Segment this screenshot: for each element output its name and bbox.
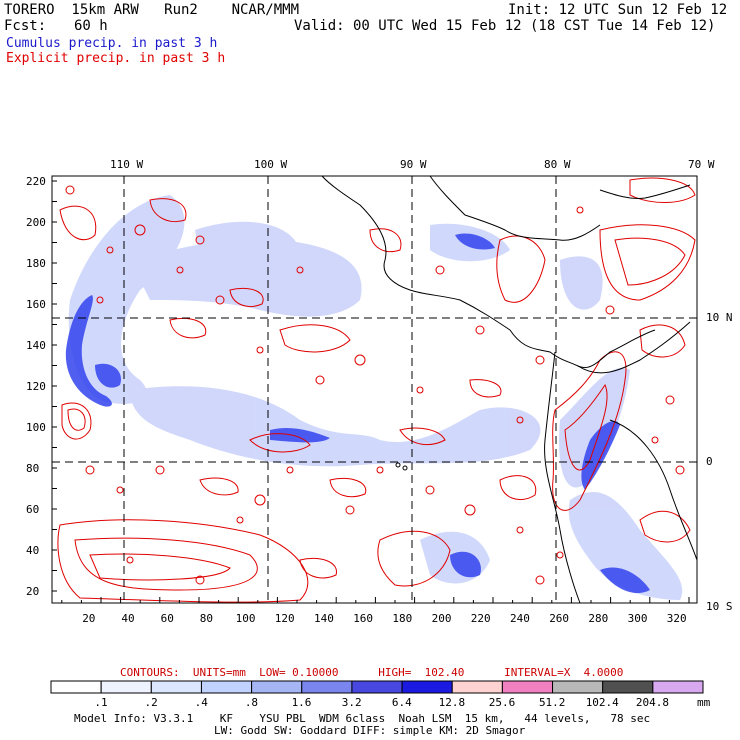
tick-marks: [52, 180, 690, 603]
graticule: [52, 176, 697, 603]
explicit-contours: [57, 177, 696, 603]
colorbar-label: 204.8: [635, 696, 669, 709]
colorbar-label: .2: [144, 696, 158, 709]
colorbar-label: .4: [194, 696, 208, 709]
colorbar-cell: [50, 680, 102, 694]
colorbar-cell: [652, 680, 704, 694]
x-index-label: 260: [549, 612, 570, 625]
colorbar-cell: [150, 680, 202, 694]
colorbar-cell: [401, 680, 453, 694]
colorbar-cell: [200, 680, 253, 694]
init-time: Init: 12 UTC Sun 12 Feb 12: [508, 2, 728, 18]
explicit-field-label: Explicit precip. in past 3 h: [6, 51, 226, 66]
colorbar-cell: [251, 680, 303, 694]
y-index-label: 80: [26, 462, 40, 475]
colorbar: [50, 680, 704, 694]
cumulus-shading: [68, 195, 683, 600]
colorbar-cell: [301, 680, 353, 694]
x-index-label: 320: [666, 612, 687, 625]
x-index-label: 140: [314, 612, 334, 625]
colorbar-label: .1: [94, 696, 108, 709]
y-index-label: 220: [26, 175, 46, 188]
x-index-label: 200: [431, 612, 452, 625]
cumulus-field-label: Cumulus precip. in past 3 h: [6, 36, 218, 51]
colorbar-cell: [351, 680, 403, 694]
x-index-label: 160: [353, 612, 374, 625]
forecast-hour: 60 h: [74, 18, 108, 34]
lat-label-10n: 10 N: [706, 311, 733, 324]
x-index-label: 240: [510, 612, 530, 625]
coastlines: [321, 175, 698, 604]
colorbar-label: 6.4: [391, 696, 412, 709]
colorbar-label: .8: [244, 696, 259, 709]
x-index-label: 180: [392, 612, 413, 625]
x-index-label: 300: [627, 612, 648, 625]
model-info-line2: LW: Godd SW: Goddard DIFF: simple KM: 2D…: [214, 724, 526, 737]
forecast-label: Fcst:: [4, 18, 47, 34]
colorbar-label: 3.2: [341, 696, 362, 709]
y-index-label: 20: [26, 585, 40, 598]
colorbar-label: 102.4: [585, 696, 619, 709]
x-index-label: 40: [121, 612, 135, 625]
colorbar-cell: [602, 680, 654, 694]
y-index-label: 40: [26, 544, 40, 557]
colorbar-label: 25.6: [488, 696, 516, 709]
y-index-label: 160: [26, 298, 46, 311]
colorbar-label: 51.2: [538, 696, 566, 709]
header-title: TORERO 15km ARW Run2 NCAR/MMM: [4, 2, 300, 18]
colorbar-cell: [451, 680, 503, 694]
x-index-label: 280: [588, 612, 609, 625]
x-index-label: 80: [199, 612, 214, 625]
colorbar-label: 1.6: [291, 696, 312, 709]
explicit-speckle: [65, 185, 685, 585]
lon-label-90w: 90 W: [400, 158, 427, 171]
lon-label-110w: 110 W: [110, 158, 144, 171]
y-index-label: 180: [26, 257, 46, 270]
lat-label-10s: 10 S: [706, 600, 733, 613]
lon-label-100w: 100 W: [254, 158, 288, 171]
x-index-label: 100: [235, 612, 256, 625]
y-index-label: 140: [26, 339, 46, 352]
valid-time: Valid: 00 UTC Wed 15 Feb 12 (18 CST Tue …: [294, 18, 716, 34]
y-index-label: 200: [26, 216, 46, 229]
x-index-label: 120: [274, 612, 295, 625]
colorbar-unit: mm: [697, 696, 711, 709]
colorbar-cell: [552, 680, 604, 694]
colorbar-cell: [501, 680, 554, 694]
y-index-label: 60: [26, 503, 40, 516]
lat-label-0: 0: [706, 455, 713, 468]
cumulus-intense: [65, 233, 650, 594]
map-frame: [51, 175, 698, 604]
colorbar-label: 12.8: [438, 696, 466, 709]
lon-label-70w: 70 W: [688, 158, 715, 171]
y-index-label: 100: [26, 421, 46, 434]
model-info-line1: Model Info: V3.3.1 KF YSU PBL WDM 6class…: [74, 712, 651, 725]
colorbar-cell: [100, 680, 152, 694]
lon-label-80w: 80 W: [544, 158, 571, 171]
contour-info: CONTOURS: UNITS=mm LOW= 0.10000 HIGH= 10…: [120, 666, 624, 679]
x-index-label: 220: [470, 612, 491, 625]
y-index-label: 120: [26, 380, 46, 393]
x-index-label: 60: [160, 612, 174, 625]
x-index-label: 20: [82, 612, 96, 625]
